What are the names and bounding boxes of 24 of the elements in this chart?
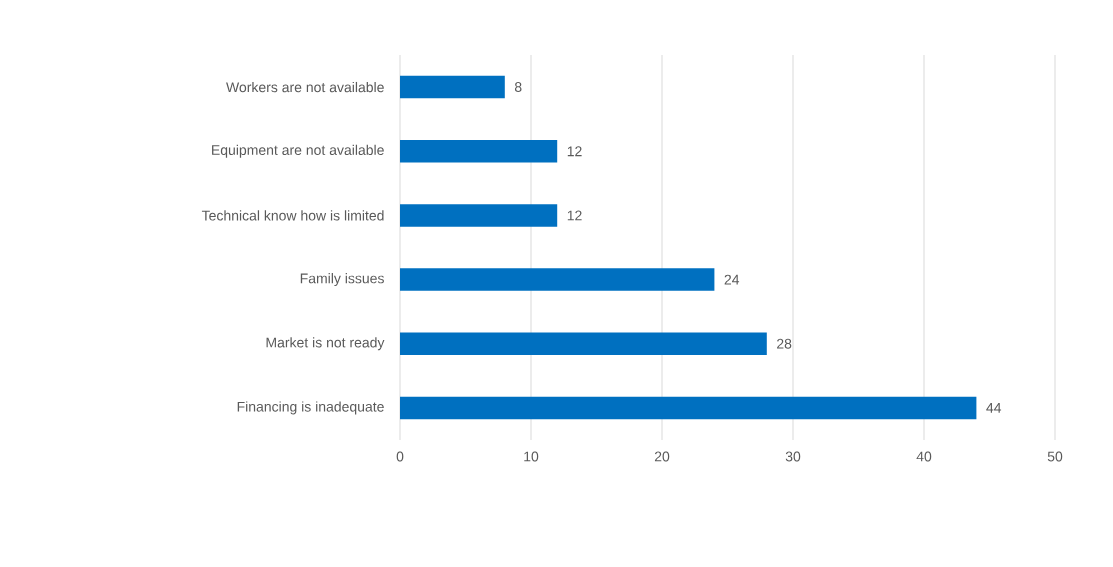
bar xyxy=(400,204,558,227)
y-tick-label: Equipment are not available xyxy=(212,144,384,158)
x-tick-label: 20 xyxy=(654,451,670,462)
y-tick-label: Technical know how is limited xyxy=(201,210,384,221)
data-label: 44 xyxy=(986,403,1002,413)
y-tick-label: Workers are not available xyxy=(226,81,384,93)
data-label: 28 xyxy=(777,338,792,349)
data-label: 12 xyxy=(567,210,582,221)
x-tick-label: 50 xyxy=(1047,451,1063,462)
bar xyxy=(400,268,715,291)
x-tick-label: 10 xyxy=(524,451,539,462)
bar xyxy=(400,75,505,99)
y-tick-label: Family issues xyxy=(300,273,384,287)
y-tick-label: Market is not ready xyxy=(266,337,385,351)
data-label: 8 xyxy=(514,82,522,93)
x-tick-label: 40 xyxy=(916,451,932,462)
bar xyxy=(400,332,767,355)
bar xyxy=(400,140,558,163)
x-tick-label: 30 xyxy=(785,451,801,462)
bar xyxy=(400,396,977,420)
y-tick-label: Financing is inadequate xyxy=(237,401,384,415)
data-label: 24 xyxy=(724,274,740,285)
x-tick-label: 0 xyxy=(396,451,404,462)
data-label: 12 xyxy=(567,146,582,157)
